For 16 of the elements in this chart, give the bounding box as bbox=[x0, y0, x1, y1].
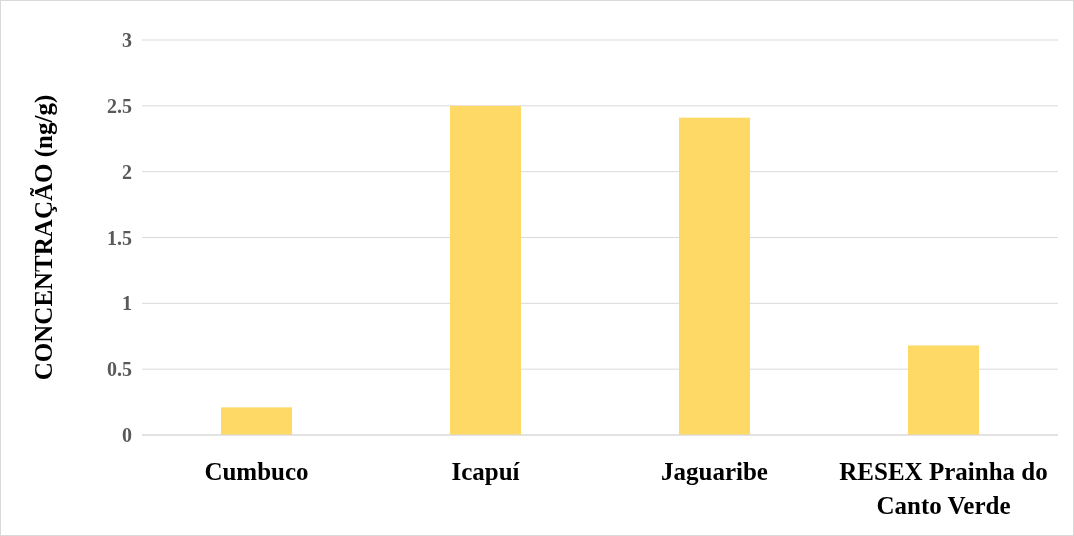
x-tick-label: Jaguaribe bbox=[661, 458, 768, 485]
y-tick-label: 2.5 bbox=[107, 94, 132, 117]
bar bbox=[679, 117, 750, 435]
y-tick-label: 0 bbox=[122, 424, 132, 446]
y-tick-label: 0.5 bbox=[107, 358, 132, 381]
x-tick-label: Cumbuco bbox=[204, 458, 309, 485]
bar bbox=[221, 407, 292, 435]
x-tick-label: Icapuí bbox=[451, 458, 521, 485]
x-tick-label: RESEX Prainha do Canto Verde bbox=[839, 458, 1048, 519]
bar bbox=[908, 345, 979, 435]
y-tick-label: 2 bbox=[122, 160, 132, 183]
y-tick-label: 3 bbox=[122, 29, 132, 51]
y-tick-label: 1 bbox=[122, 292, 132, 315]
y-axis-title: CONCENTRAÇÃO (ng/g) bbox=[30, 94, 58, 381]
bar bbox=[450, 105, 521, 435]
y-tick-label: 1.5 bbox=[107, 226, 132, 249]
